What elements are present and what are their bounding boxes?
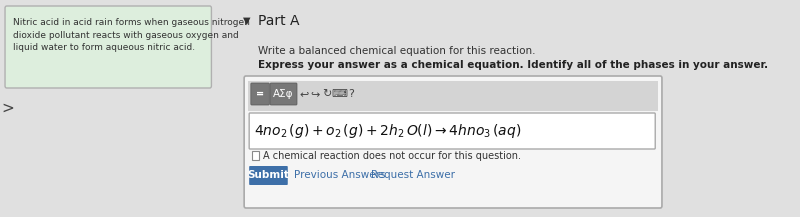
- Text: >: >: [2, 100, 14, 115]
- FancyBboxPatch shape: [270, 83, 297, 105]
- Text: Request Answer: Request Answer: [371, 171, 455, 181]
- Text: Nitric acid in acid rain forms when gaseous nitrogen
dioxide pollutant reacts wi: Nitric acid in acid rain forms when gase…: [14, 18, 250, 52]
- Text: Part A: Part A: [258, 14, 300, 28]
- Text: ↩: ↩: [299, 89, 308, 99]
- Text: A chemical reaction does not occur for this question.: A chemical reaction does not occur for t…: [263, 151, 522, 161]
- Text: ▼: ▼: [243, 16, 251, 26]
- Text: $4no_2\,(g) + o_2\,(g) + 2h_2\,O(l) \rightarrow 4hno_3\,(aq)$: $4no_2\,(g) + o_2\,(g) + 2h_2\,O(l) \rig…: [254, 122, 522, 140]
- Bar: [248, 81, 658, 111]
- Bar: [252, 151, 259, 160]
- Text: ?: ?: [348, 89, 354, 99]
- FancyBboxPatch shape: [244, 76, 662, 208]
- FancyBboxPatch shape: [251, 83, 270, 105]
- FancyBboxPatch shape: [249, 166, 288, 185]
- Text: ⌨: ⌨: [331, 89, 347, 99]
- FancyBboxPatch shape: [5, 6, 211, 88]
- Text: =: =: [256, 89, 264, 99]
- Text: ΑΣφ: ΑΣφ: [274, 89, 294, 99]
- Text: Express your answer as a chemical equation. Identify all of the phases in your a: Express your answer as a chemical equati…: [258, 60, 769, 70]
- Text: ↻: ↻: [322, 89, 332, 99]
- Text: ↪: ↪: [310, 89, 320, 99]
- Text: Submit: Submit: [247, 171, 290, 181]
- Text: Write a balanced chemical equation for this reaction.: Write a balanced chemical equation for t…: [258, 46, 536, 56]
- Text: Previous Answers: Previous Answers: [294, 171, 385, 181]
- FancyBboxPatch shape: [249, 113, 655, 149]
